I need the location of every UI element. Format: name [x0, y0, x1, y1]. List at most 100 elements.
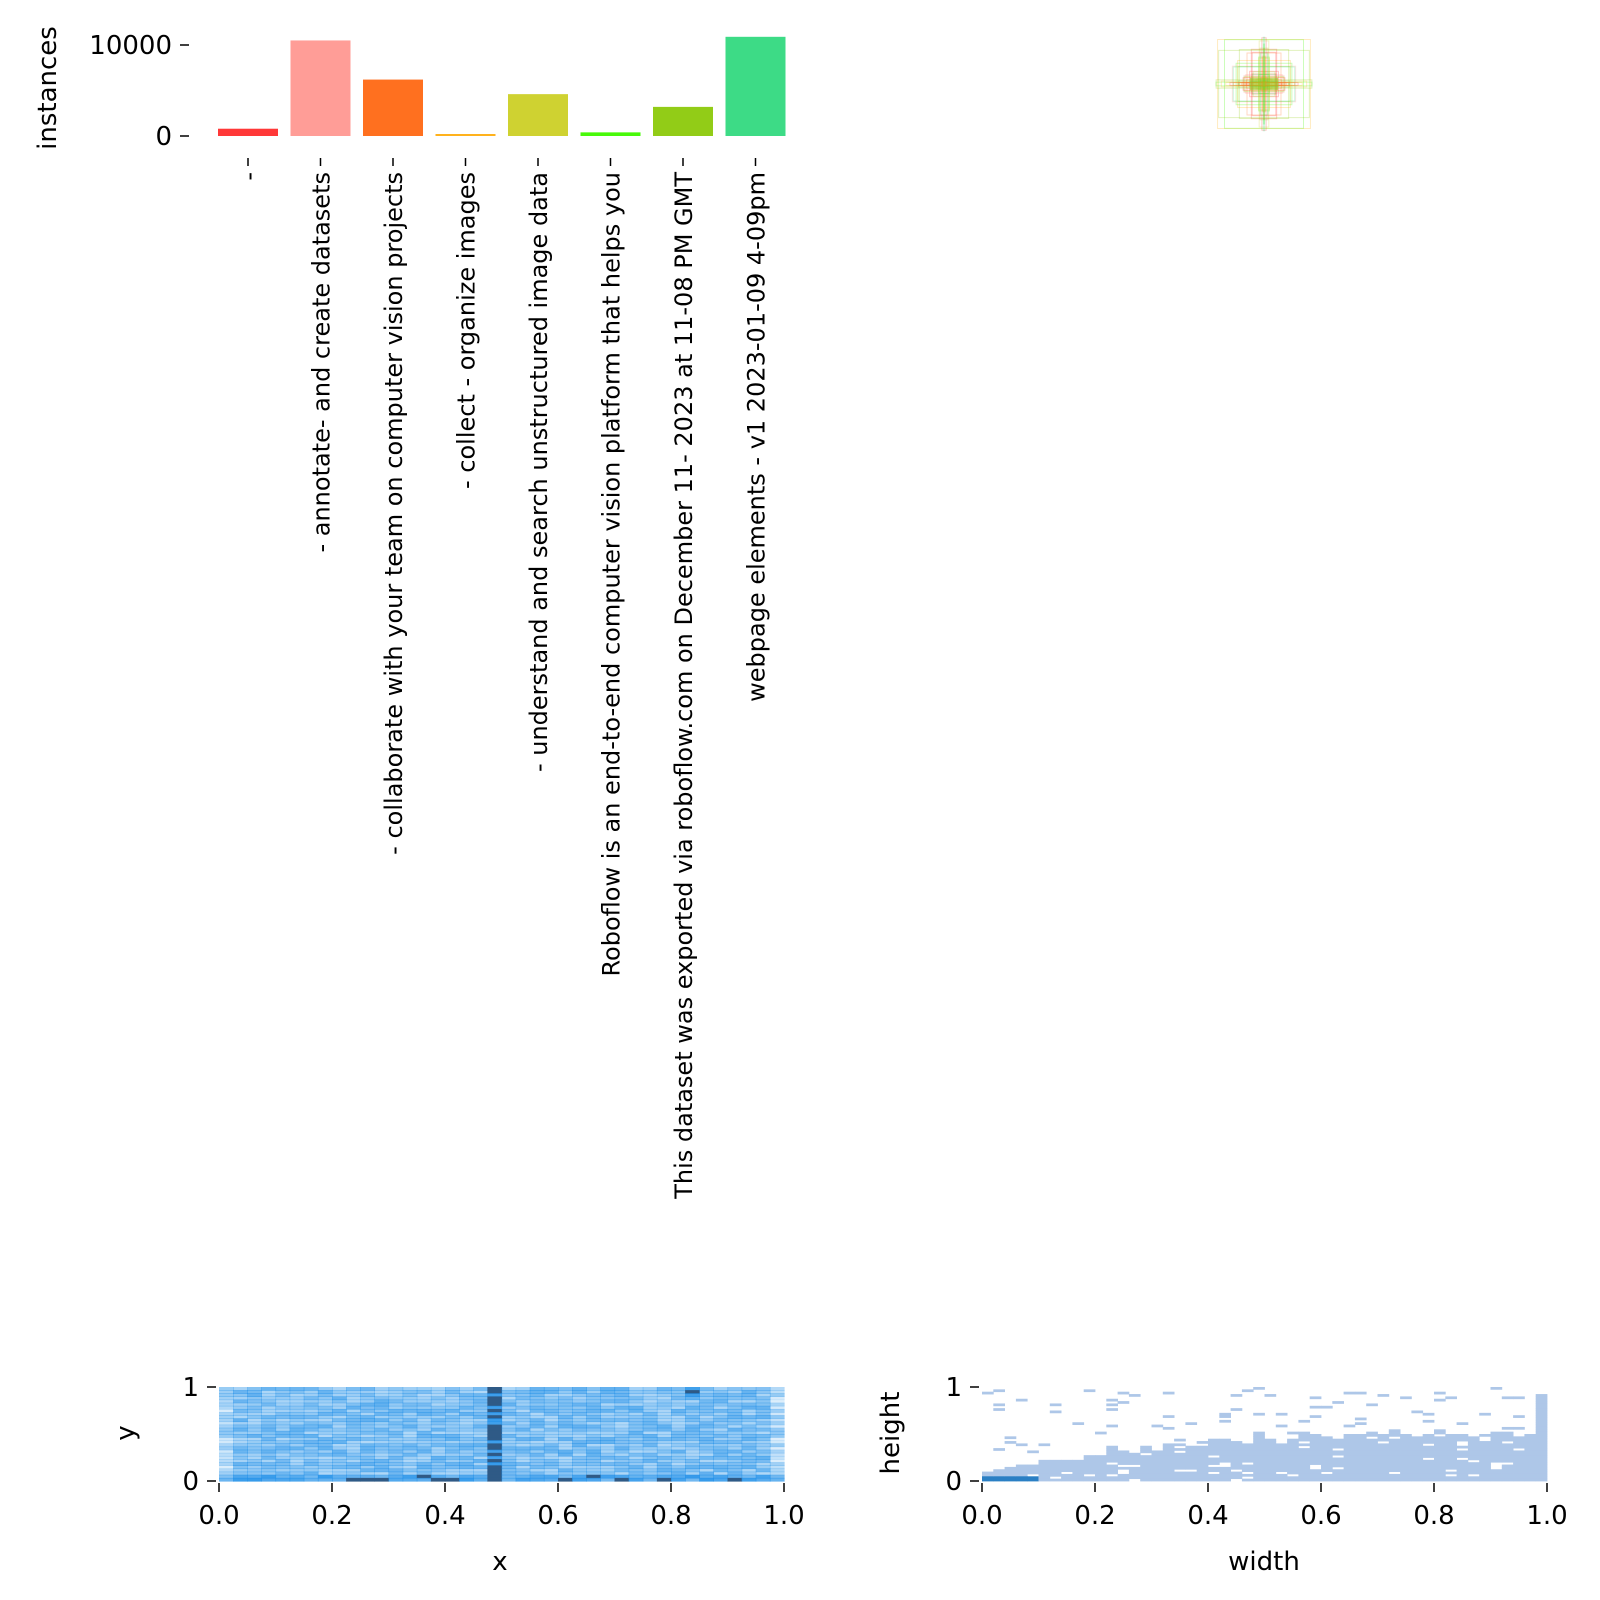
heatmap-cell	[699, 1405, 714, 1410]
heatmap-cell	[416, 1387, 432, 1391]
heatmap-cell	[1343, 1464, 1356, 1468]
heatmap-cell	[1140, 1478, 1152, 1482]
heatmap-cell	[727, 1421, 743, 1426]
heatmap-cell	[600, 1468, 616, 1473]
heatmap-cell	[1117, 1391, 1130, 1395]
heatmap-cell	[1377, 1394, 1390, 1397]
heatmap-cell	[1038, 1469, 1051, 1472]
heatmap-cell	[1343, 1471, 1356, 1475]
heatmap-cell	[1309, 1450, 1322, 1454]
heatmap-cell	[628, 1437, 644, 1441]
heatmap-cell	[1400, 1438, 1412, 1442]
heatmap-cell	[1400, 1469, 1412, 1472]
heatmap-cell	[642, 1412, 658, 1416]
heatmap-cell	[459, 1399, 474, 1404]
heatmap-cell	[543, 1405, 559, 1410]
heatmap-cell	[727, 1452, 743, 1457]
heatmap-cell	[430, 1468, 446, 1473]
heatmap-cell	[445, 1402, 460, 1407]
heatmap-cell	[642, 1474, 658, 1479]
heatmap-cell	[459, 1418, 474, 1423]
heatmap-cell	[1513, 1469, 1525, 1472]
heatmap-cell	[1004, 1471, 1017, 1475]
heatmap-cell	[1004, 1436, 1017, 1440]
y-tick-label: 0	[182, 1467, 199, 1497]
heatmap-cell	[346, 1437, 361, 1441]
heatmap-cell	[1434, 1431, 1446, 1435]
heatmap-cell	[755, 1387, 771, 1391]
heatmap-cell	[473, 1430, 488, 1435]
heatmap-cell	[1072, 1473, 1085, 1477]
heatmap-cell	[416, 1471, 432, 1476]
heatmap-cell	[713, 1427, 729, 1432]
heatmap-cell	[487, 1455, 503, 1460]
heatmap-cell	[1321, 1462, 1333, 1465]
heatmap-cell	[459, 1405, 474, 1410]
heatmap-cell	[685, 1440, 700, 1444]
heatmap-cell	[261, 1408, 277, 1413]
heatmap-cell	[388, 1396, 404, 1401]
heatmap-cell	[1535, 1412, 1548, 1416]
heatmap-cell	[1456, 1476, 1469, 1480]
heatmap-cell	[1321, 1476, 1333, 1480]
heatmap-cell	[1095, 1459, 1107, 1463]
heatmap-cell	[529, 1455, 545, 1460]
heatmap-cell	[1151, 1478, 1164, 1482]
heatmap-cell	[1140, 1464, 1152, 1468]
heatmap-cell	[473, 1471, 488, 1476]
heatmap-cell	[1004, 1478, 1017, 1482]
heatmap-cell	[1434, 1445, 1446, 1449]
bar-marks	[218, 36, 786, 137]
heatmap-cell	[261, 1430, 277, 1435]
heatmap-cell	[1501, 1426, 1514, 1430]
heatmap-cell	[275, 1462, 291, 1466]
heatmap-cell	[1208, 1438, 1220, 1442]
heatmap-cell	[346, 1412, 361, 1416]
heatmap-cell	[572, 1430, 587, 1435]
heatmap-cell	[416, 1477, 432, 1482]
heatmap-cell	[445, 1427, 460, 1432]
heatmap-cell	[374, 1477, 390, 1482]
heatmap-cell	[501, 1390, 517, 1394]
heatmap-cell	[1264, 1441, 1277, 1444]
heatmap-cell	[233, 1402, 248, 1407]
heatmap-cell	[628, 1462, 644, 1466]
heatmap-cell	[402, 1465, 418, 1470]
heatmap-cell	[1422, 1450, 1435, 1454]
heatmap-cell	[1241, 1473, 1254, 1477]
heatmap-cell	[1083, 1464, 1096, 1468]
heatmap-cell	[303, 1408, 319, 1413]
heatmap-cell	[727, 1471, 743, 1476]
heatmap-cell	[1083, 1455, 1096, 1458]
heatmap-cell	[586, 1408, 601, 1413]
heatmap-cell	[515, 1405, 531, 1410]
heatmap-cell	[289, 1462, 305, 1466]
heatmap-cell	[317, 1415, 333, 1419]
heatmap-cell	[388, 1468, 404, 1473]
heatmap-cell	[346, 1452, 361, 1457]
heatmap-cell	[769, 1396, 785, 1401]
heatmap-cell	[1275, 1464, 1288, 1468]
heatmap-cell	[1287, 1443, 1299, 1447]
y-tick-label: 0	[945, 1467, 962, 1497]
heatmap-cell	[543, 1468, 559, 1473]
heatmap-cell	[586, 1477, 601, 1482]
heatmap-cell	[303, 1393, 319, 1397]
heatmap-cell	[473, 1459, 488, 1463]
heatmap-cell	[1434, 1455, 1446, 1458]
heatmap-cell	[317, 1437, 333, 1441]
heatmap-cell	[1219, 1450, 1231, 1454]
heatmap-cell	[586, 1399, 601, 1404]
heatmap-cell	[346, 1424, 361, 1429]
heatmap-cell	[219, 1452, 234, 1457]
heatmap-cell	[247, 1402, 262, 1407]
heatmap-cell	[1298, 1434, 1311, 1437]
heatmap-cell	[346, 1462, 361, 1466]
heatmap-cell	[289, 1465, 305, 1470]
heatmap-cell	[713, 1421, 729, 1426]
heatmap-cell	[713, 1440, 729, 1444]
heatmap-cell	[459, 1462, 474, 1466]
heatmap-cell	[402, 1452, 418, 1457]
heatmap-cell	[1196, 1445, 1209, 1449]
heatmap-cell	[1467, 1436, 1480, 1440]
